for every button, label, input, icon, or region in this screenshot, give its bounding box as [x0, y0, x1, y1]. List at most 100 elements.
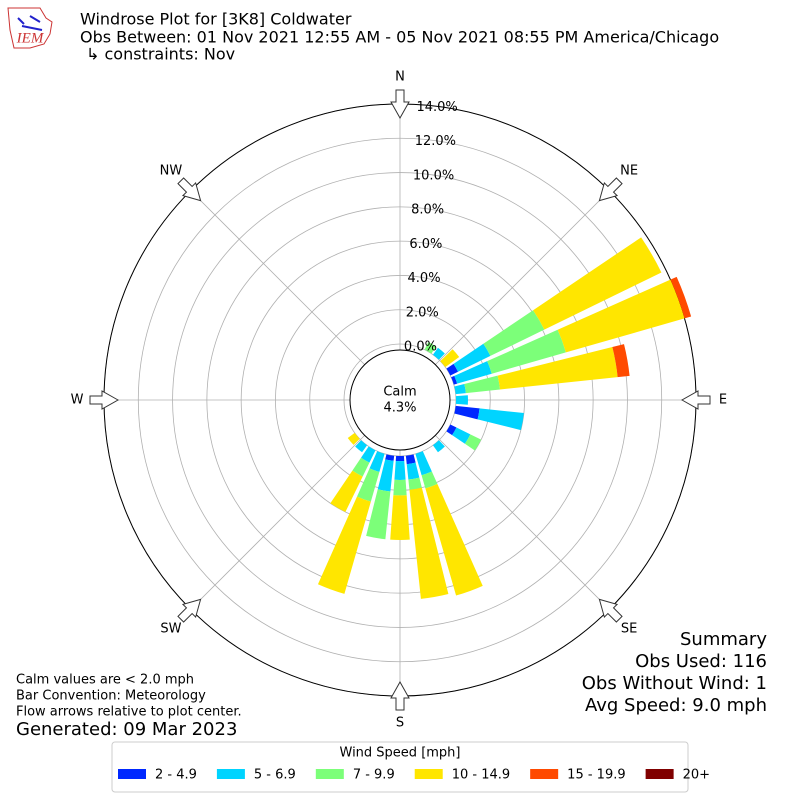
legend-label: 5 - 6.9 — [254, 768, 296, 783]
wind-bar — [446, 363, 459, 376]
wind-bar — [366, 489, 391, 540]
legend-swatch — [118, 769, 146, 779]
compass-label: NE — [620, 163, 638, 178]
wind-bar — [454, 405, 480, 420]
wind-bar — [352, 457, 370, 477]
wind-bar — [453, 343, 491, 372]
wind-bar — [408, 477, 422, 490]
compass-label: E — [719, 393, 727, 408]
wind-bar — [317, 496, 371, 594]
note: Bar Convention: Meteorology — [16, 689, 206, 704]
y-tick-label: 12.0% — [415, 134, 456, 149]
logo: IEM — [7, 7, 53, 49]
legend-label: 15 - 19.9 — [567, 768, 625, 783]
wind-bar — [455, 395, 468, 405]
y-tick-label: 2.0% — [406, 305, 439, 320]
chart-title: Windrose Plot for [3K8] Coldwater — [80, 10, 352, 29]
wind-bar — [446, 424, 457, 436]
logo-outline — [7, 7, 53, 49]
flow-arrow — [177, 598, 202, 623]
wind-bar — [432, 347, 445, 360]
wind-bar — [395, 455, 405, 462]
wind-bar — [497, 347, 618, 390]
chart-subtitle: Obs Between: 01 Nov 2021 12:55 AM - 05 N… — [80, 28, 719, 47]
legend-swatch — [315, 769, 344, 779]
wind-bar — [409, 487, 449, 599]
wind-bar — [405, 454, 416, 465]
wind-bar — [390, 495, 410, 541]
chart-subtitle: ↳ constraints: Nov — [86, 45, 235, 64]
flow-arrow — [390, 680, 410, 711]
wind-bar — [452, 427, 471, 444]
legend-label: 2 - 4.9 — [155, 768, 197, 783]
wind-bar — [454, 361, 492, 384]
calm-value: 4.3% — [383, 401, 416, 416]
legend-swatch — [645, 769, 674, 779]
summary-line: Avg Speed: 9.0 mph — [585, 695, 767, 716]
y-tick-label: 10.0% — [413, 168, 454, 183]
legend-label: 10 - 14.9 — [452, 768, 510, 783]
note: Flow arrows relative to plot center. — [16, 705, 242, 720]
note: Calm values are < 2.0 mph — [16, 673, 194, 688]
legend-swatch — [530, 769, 559, 779]
generated-date: Generated: 09 Mar 2023 — [16, 719, 237, 740]
wind-bar — [393, 479, 407, 496]
wind-bar — [357, 468, 380, 502]
wind-bar — [355, 440, 368, 453]
wind-bar — [421, 471, 438, 489]
wind-bar — [377, 459, 394, 492]
y-tick-label: 14.0% — [416, 100, 457, 115]
compass-label: S — [396, 716, 404, 731]
wind-bar — [670, 276, 692, 319]
wind-bar — [557, 279, 685, 353]
compass-label: NW — [160, 163, 183, 178]
wind-bar — [464, 434, 482, 451]
y-tick-label: 0.0% — [404, 340, 437, 355]
compass-label: N — [395, 70, 405, 85]
wind-bar — [369, 451, 385, 472]
wind-bar — [533, 237, 662, 330]
summary-line: Obs Used: 116 — [635, 651, 767, 672]
calm-label: Calm — [383, 385, 416, 400]
wind-bar — [394, 460, 406, 480]
flow-arrow — [680, 390, 711, 410]
wind-bar — [406, 462, 420, 480]
flow-arrow — [390, 89, 410, 120]
legend-swatch — [216, 769, 245, 779]
radial-line — [435, 435, 610, 610]
summary-line: Summary — [680, 629, 767, 650]
wind-bar — [432, 440, 445, 453]
calm-circle — [349, 349, 451, 451]
wind-bar — [487, 329, 566, 374]
wind-bar — [415, 451, 432, 476]
logo-text: IEM — [16, 30, 45, 46]
y-tick-label: 4.0% — [408, 271, 441, 286]
wind-bar — [385, 454, 395, 461]
legend-label: 20+ — [683, 768, 710, 783]
legend-box — [111, 741, 689, 793]
radial-line — [190, 190, 365, 365]
wind-bar — [361, 446, 376, 463]
wind-bar — [483, 310, 545, 356]
flow-arrow — [598, 598, 623, 623]
y-tick-label: 6.0% — [409, 237, 442, 252]
legend-label: 7 - 9.9 — [353, 768, 395, 783]
wind-bar — [477, 408, 524, 431]
flow-arrow — [598, 177, 623, 202]
compass-label: W — [71, 393, 84, 408]
wind-bar — [451, 375, 458, 385]
legend-swatch — [414, 769, 443, 779]
wind-bar — [347, 432, 360, 445]
y-tick-label: 8.0% — [411, 203, 444, 218]
legend-title: Wind Speed [mph] — [340, 746, 461, 761]
logo-icon — [17, 15, 43, 31]
compass-label: SW — [160, 622, 181, 637]
wind-bar — [454, 383, 466, 395]
radial-line — [435, 190, 610, 365]
wind-bar — [440, 349, 460, 368]
wind-bar — [464, 375, 501, 394]
radial-line — [190, 435, 365, 610]
summary-line: Obs Without Wind: 1 — [582, 673, 767, 694]
